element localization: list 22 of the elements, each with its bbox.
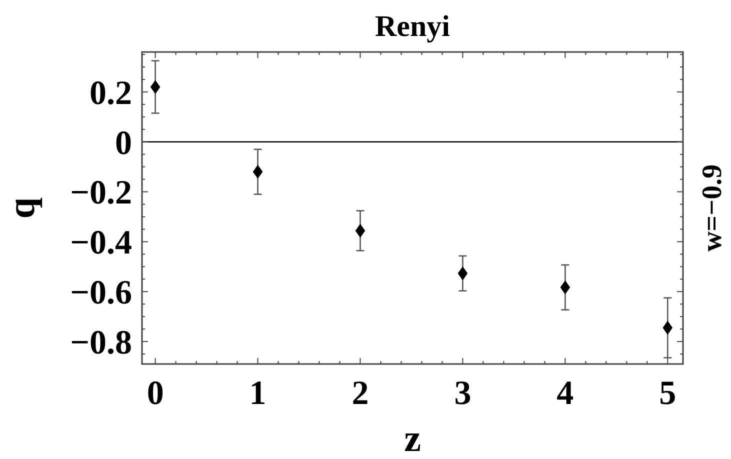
x-tick-label: 1 xyxy=(249,375,266,412)
x-tick-label: 4 xyxy=(556,375,574,412)
text: w=−0.9 xyxy=(697,164,728,252)
x-tick-label: 5 xyxy=(659,375,676,412)
chart-title: Renyi xyxy=(375,10,450,43)
x-tick-label: 2 xyxy=(352,375,369,412)
x-tick-label: 3 xyxy=(454,375,472,412)
y-axis-title: q xyxy=(1,197,43,219)
point xyxy=(252,164,263,179)
point xyxy=(355,224,366,238)
y-tick-label: −0.2 xyxy=(70,174,132,212)
y-tick-label: 0.2 xyxy=(90,74,132,112)
x-tick-label: 0 xyxy=(146,375,164,412)
y-tick-label: −0.4 xyxy=(70,224,132,262)
x-axis-title: z xyxy=(404,418,422,459)
point xyxy=(560,280,570,294)
point xyxy=(458,266,468,280)
point xyxy=(150,80,160,94)
point xyxy=(662,320,673,335)
y-tick-label: 0 xyxy=(115,124,132,162)
y-tick-label: −0.8 xyxy=(70,324,132,362)
y-tick-label: −0.6 xyxy=(70,274,132,312)
